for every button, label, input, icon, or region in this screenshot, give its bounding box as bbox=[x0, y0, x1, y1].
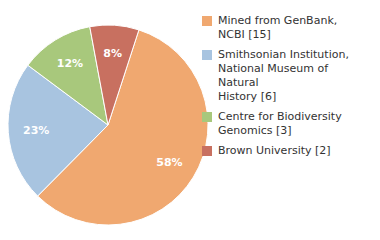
html-text:Brown University [2]: Brown University [2] bbox=[218, 144, 331, 157]
svg-text:58%: 58% bbox=[156, 156, 182, 169]
html-text:Mined from GenBank, NCBI [15]: Mined from GenBank, NCBI [15] bbox=[218, 14, 338, 41]
svg-text:8%: 8% bbox=[103, 47, 122, 60]
svg-text:23%: 23% bbox=[23, 124, 49, 137]
svg-text:12%: 12% bbox=[57, 57, 83, 70]
html-text:Centre for Biodiversity Genomi: Centre for Biodiversity Genomics [3] bbox=[218, 110, 342, 137]
html-text:Smithsonian Institution, Natio: Smithsonian Institution, National Museum… bbox=[218, 48, 349, 103]
